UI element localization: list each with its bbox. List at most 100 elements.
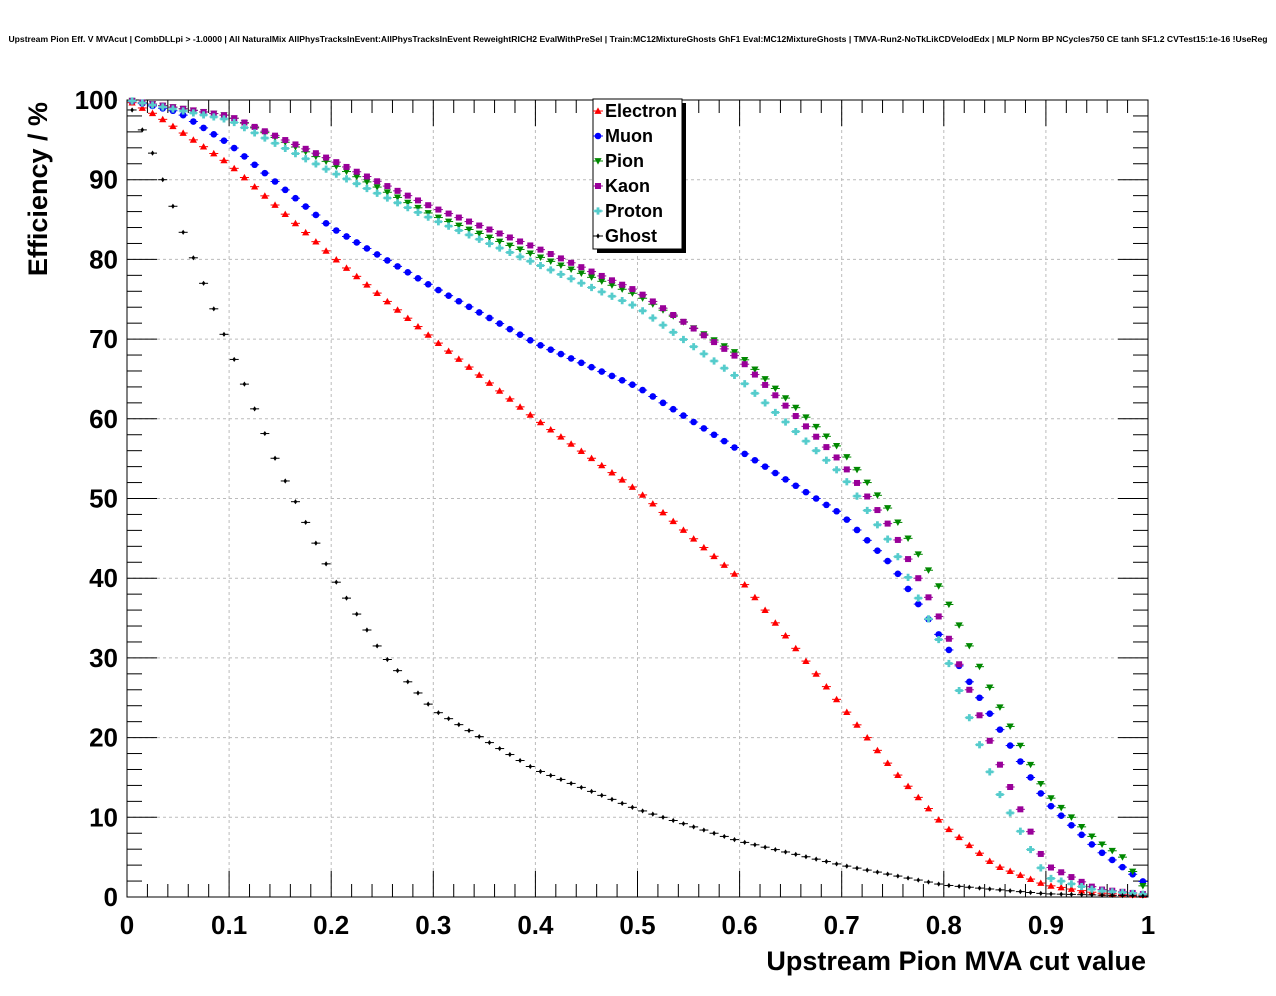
data-point bbox=[986, 684, 994, 691]
data-point bbox=[914, 551, 922, 558]
data-point bbox=[526, 411, 534, 418]
series-muon bbox=[127, 97, 1148, 885]
data-point bbox=[201, 280, 206, 286]
data-point bbox=[1141, 893, 1145, 899]
data-point bbox=[802, 488, 810, 496]
data-point bbox=[577, 447, 585, 454]
data-point bbox=[506, 248, 514, 257]
data-point bbox=[240, 124, 249, 132]
data-point bbox=[220, 115, 228, 123]
data-point bbox=[199, 143, 208, 150]
data-point bbox=[986, 768, 994, 776]
data-point bbox=[536, 418, 545, 426]
data-point bbox=[476, 222, 483, 229]
data-point bbox=[281, 186, 289, 194]
y-tick-label: 70 bbox=[89, 324, 118, 354]
data-point bbox=[589, 788, 594, 794]
legend-entries: Electron Muon Pion Kaon Proton Ghost bbox=[593, 101, 677, 246]
data-point bbox=[905, 556, 912, 563]
data-point bbox=[975, 741, 984, 749]
data-point bbox=[629, 286, 636, 293]
data-point bbox=[179, 107, 187, 115]
legend-label: Proton bbox=[605, 201, 663, 221]
data-point bbox=[587, 274, 596, 281]
data-point bbox=[986, 857, 994, 865]
data-point bbox=[342, 264, 351, 271]
data-point bbox=[761, 463, 769, 470]
x-tick-label: 0.5 bbox=[619, 910, 655, 940]
data-point bbox=[578, 359, 585, 367]
data-point bbox=[1038, 890, 1043, 896]
data-point bbox=[465, 363, 473, 370]
data-point bbox=[547, 251, 554, 258]
data-point bbox=[547, 266, 555, 274]
data-point bbox=[730, 570, 739, 577]
data-point bbox=[833, 454, 840, 461]
data-point bbox=[434, 218, 443, 226]
data-point bbox=[537, 246, 544, 253]
data-point bbox=[751, 366, 759, 373]
data-point bbox=[781, 631, 790, 639]
data-point bbox=[211, 306, 216, 312]
data-point bbox=[303, 519, 308, 526]
data-point bbox=[1057, 883, 1065, 891]
data-point bbox=[649, 314, 657, 322]
data-point bbox=[640, 808, 645, 814]
data-point bbox=[384, 183, 391, 190]
data-point bbox=[700, 350, 708, 358]
data-point bbox=[874, 507, 881, 514]
data-point bbox=[363, 281, 371, 288]
legend-entry-ghost: Ghost bbox=[593, 226, 657, 246]
data-point bbox=[291, 149, 300, 158]
data-point bbox=[639, 386, 646, 394]
data-point bbox=[171, 203, 175, 209]
legend-entry-proton: Proton bbox=[593, 201, 663, 221]
data-point bbox=[251, 161, 258, 169]
legend-marker bbox=[594, 207, 602, 215]
chart-title: Upstream Pion Eff. V MVAcut | CombDLLpi … bbox=[8, 34, 1267, 44]
data-point bbox=[281, 144, 289, 153]
data-point bbox=[324, 561, 328, 567]
data-point bbox=[496, 244, 504, 252]
data-point bbox=[1088, 841, 1096, 848]
data-point bbox=[569, 780, 573, 787]
data-point bbox=[424, 331, 432, 338]
legend-marker bbox=[596, 233, 600, 239]
data-point bbox=[414, 208, 422, 216]
data-point bbox=[516, 246, 524, 254]
y-tick-label: 0 bbox=[104, 882, 118, 912]
data-point bbox=[804, 854, 808, 860]
data-point bbox=[996, 704, 1004, 711]
data-point bbox=[579, 784, 584, 791]
data-point bbox=[771, 385, 779, 393]
data-point bbox=[792, 644, 800, 652]
data-point bbox=[680, 412, 687, 419]
data-point bbox=[497, 745, 502, 752]
data-point bbox=[393, 306, 402, 313]
data-point bbox=[334, 579, 339, 585]
data-point bbox=[679, 526, 688, 533]
data-point bbox=[312, 238, 320, 245]
legend-marker bbox=[594, 107, 602, 114]
data-point bbox=[465, 231, 473, 239]
data-point bbox=[414, 204, 422, 212]
data-point bbox=[855, 865, 859, 871]
data-point bbox=[955, 833, 963, 841]
legend-marker bbox=[595, 183, 601, 189]
data-point bbox=[618, 297, 626, 305]
data-point bbox=[506, 234, 513, 241]
data-point bbox=[302, 203, 309, 210]
data-point bbox=[620, 800, 624, 806]
data-point bbox=[873, 521, 882, 529]
data-point bbox=[1047, 882, 1055, 889]
data-point bbox=[179, 111, 187, 119]
data-point bbox=[832, 466, 841, 474]
data-point bbox=[753, 842, 757, 848]
data-point bbox=[210, 113, 218, 121]
data-point bbox=[220, 156, 228, 164]
data-point bbox=[261, 134, 269, 142]
data-point bbox=[833, 507, 840, 515]
data-point bbox=[792, 482, 800, 490]
data-point bbox=[955, 686, 963, 695]
data-point bbox=[292, 141, 299, 148]
